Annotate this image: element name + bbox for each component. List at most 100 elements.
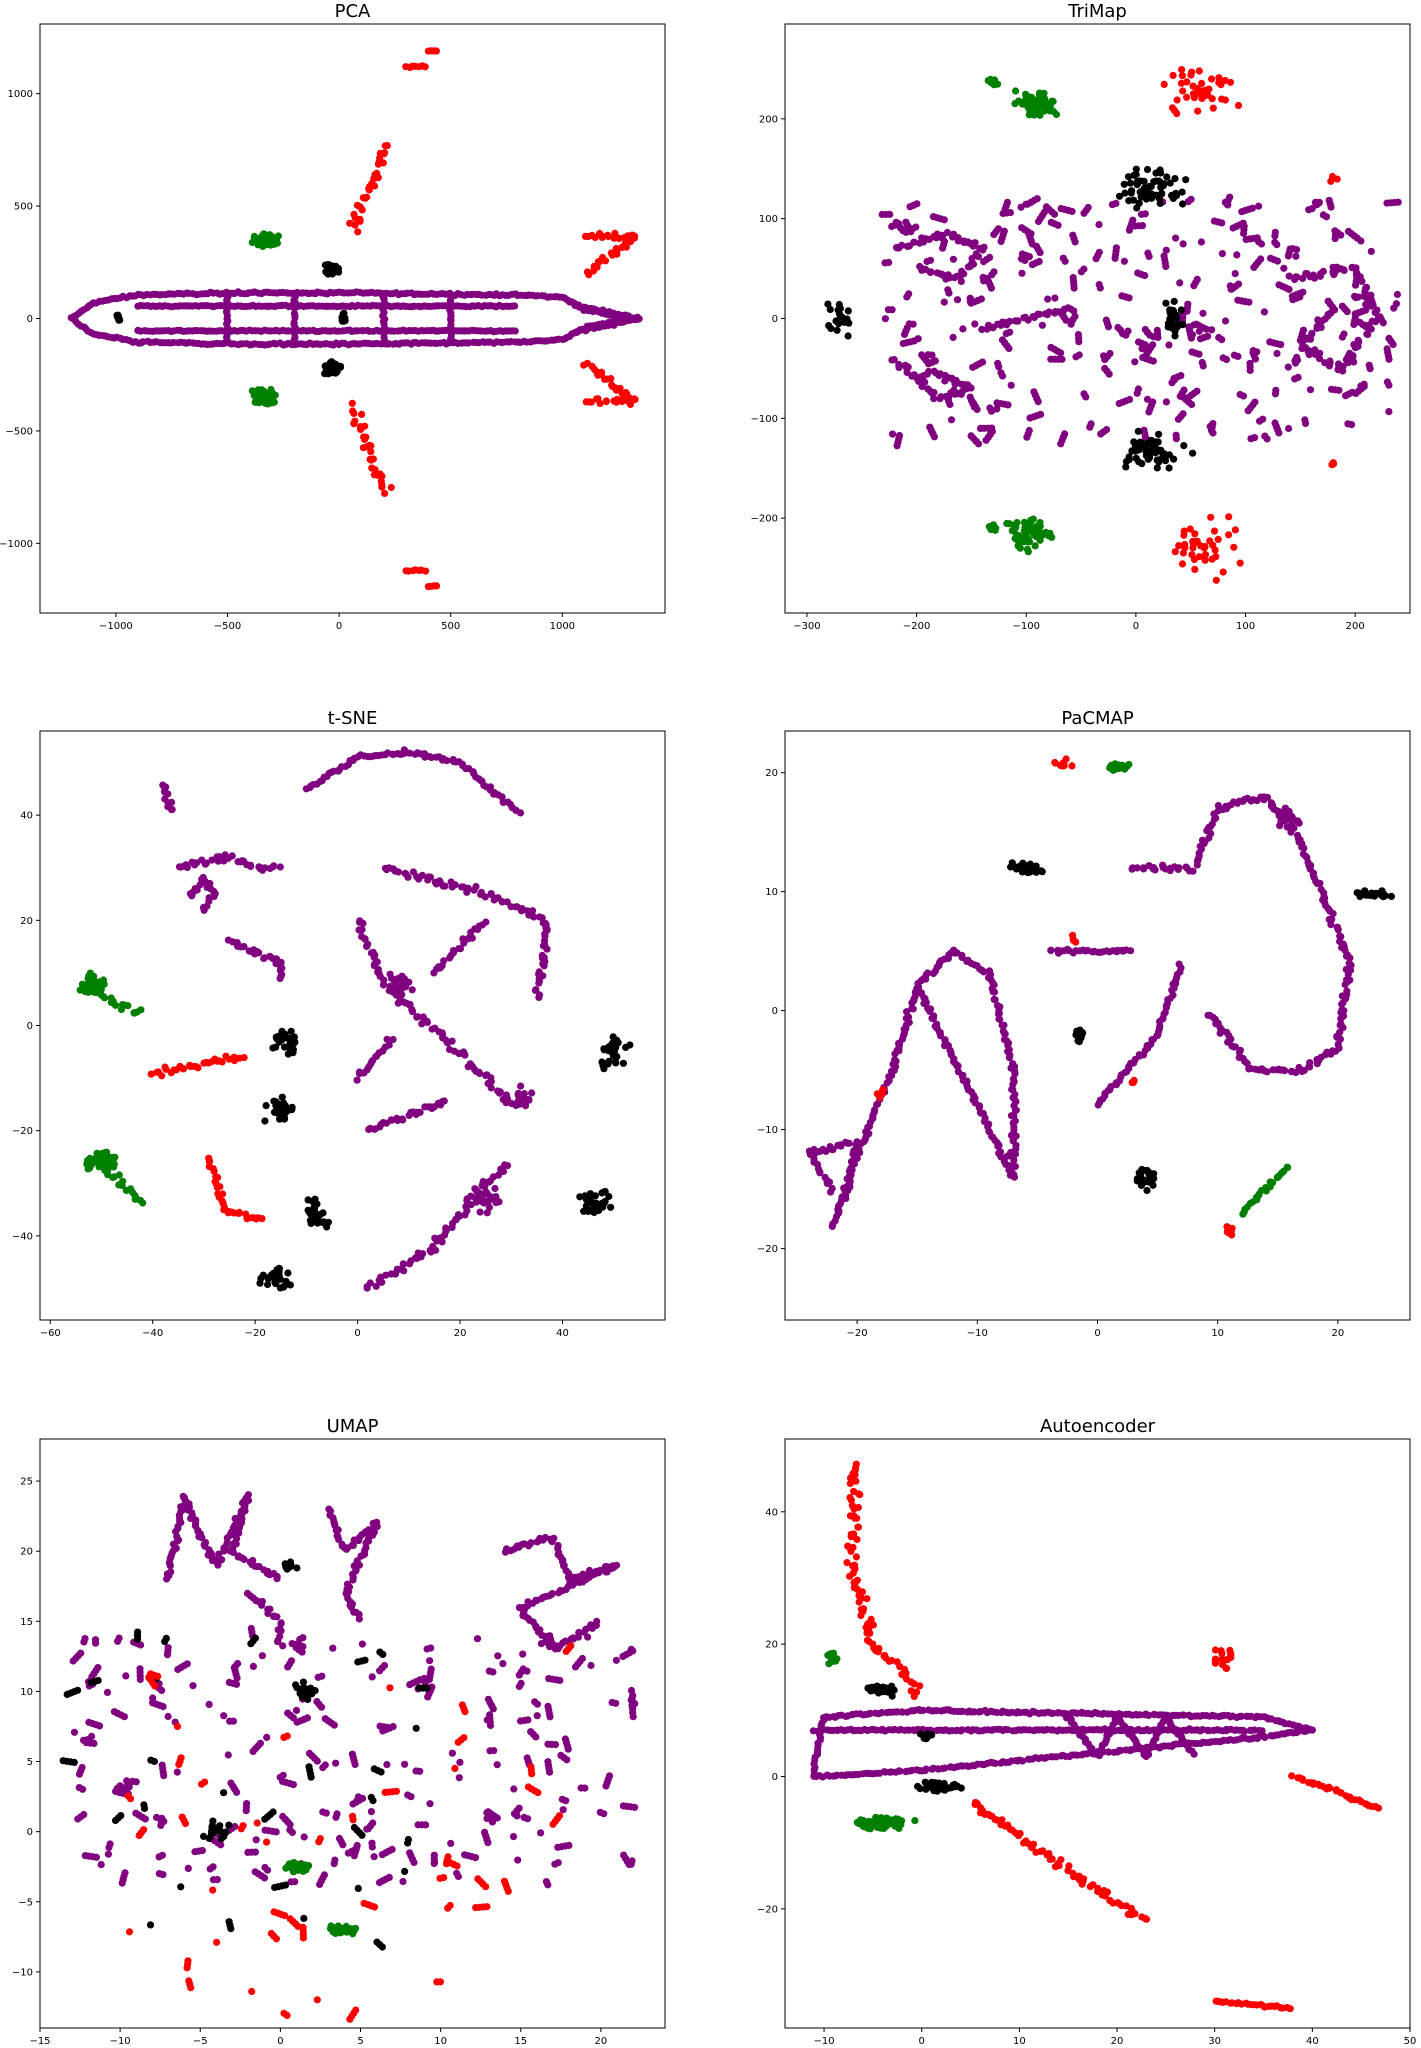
data-point bbox=[487, 1084, 495, 1092]
data-point bbox=[1178, 560, 1187, 568]
data-point bbox=[578, 1654, 587, 1663]
data-point bbox=[261, 864, 269, 872]
data-point bbox=[1108, 201, 1116, 209]
data-point bbox=[70, 315, 78, 324]
data-point bbox=[888, 222, 896, 231]
data-point bbox=[1234, 352, 1242, 360]
data-point bbox=[1034, 398, 1042, 406]
data-point bbox=[1166, 179, 1174, 187]
data-point bbox=[1198, 358, 1206, 367]
data-point bbox=[488, 1818, 497, 1826]
data-point bbox=[1008, 527, 1016, 535]
data-point bbox=[379, 1727, 387, 1735]
data-point bbox=[389, 1035, 397, 1044]
data-point bbox=[1334, 926, 1342, 934]
data-point bbox=[120, 1713, 128, 1721]
y-tick-label: 200 bbox=[759, 114, 778, 125]
data-point bbox=[1035, 528, 1044, 536]
data-point bbox=[1121, 189, 1129, 197]
data-point bbox=[557, 1751, 565, 1759]
data-point bbox=[1177, 306, 1185, 314]
data-point bbox=[1193, 275, 1201, 283]
data-point bbox=[484, 1695, 492, 1703]
data-point bbox=[1013, 519, 1021, 527]
data-point bbox=[378, 480, 386, 489]
data-point bbox=[264, 1609, 272, 1618]
data-point bbox=[1018, 868, 1026, 876]
data-point bbox=[1152, 191, 1160, 199]
data-point bbox=[619, 1059, 628, 1067]
data-point bbox=[1172, 435, 1180, 443]
data-point bbox=[1373, 306, 1381, 314]
data-point bbox=[448, 1037, 456, 1045]
data-point bbox=[1189, 867, 1197, 875]
data-point bbox=[587, 1621, 595, 1629]
data-point bbox=[1162, 246, 1170, 254]
data-point bbox=[827, 324, 835, 333]
data-point bbox=[1115, 192, 1124, 200]
data-point bbox=[381, 489, 389, 497]
data-point bbox=[333, 266, 341, 274]
data-point bbox=[510, 302, 519, 310]
data-point bbox=[1189, 82, 1197, 90]
data-point bbox=[1336, 932, 1344, 940]
data-point bbox=[545, 1675, 553, 1683]
data-point bbox=[453, 1869, 461, 1877]
data-point bbox=[235, 1209, 243, 1217]
data-point bbox=[331, 1856, 339, 1864]
data-point bbox=[1195, 350, 1203, 358]
data-point bbox=[155, 1853, 163, 1861]
data-point bbox=[914, 335, 922, 343]
data-point bbox=[1100, 352, 1108, 360]
data-point bbox=[1011, 1069, 1019, 1077]
data-point bbox=[353, 1796, 361, 1804]
data-point bbox=[1139, 353, 1147, 362]
data-point bbox=[487, 1078, 495, 1086]
data-point bbox=[485, 1203, 493, 1211]
data-point bbox=[1231, 526, 1239, 534]
data-point bbox=[1287, 1068, 1296, 1076]
data-point bbox=[850, 1160, 858, 1168]
data-point bbox=[1031, 542, 1039, 550]
data-point bbox=[922, 235, 930, 243]
data-point bbox=[441, 882, 449, 890]
data-point bbox=[991, 996, 999, 1004]
x-tick-label: 100 bbox=[1236, 621, 1255, 632]
data-point bbox=[903, 1008, 911, 1016]
data-point bbox=[1168, 314, 1176, 322]
data-point bbox=[1241, 1057, 1249, 1065]
data-point bbox=[367, 442, 375, 450]
data-point bbox=[596, 1808, 604, 1816]
data-point bbox=[1342, 392, 1350, 400]
x-tick-label: 1000 bbox=[550, 621, 575, 632]
data-point bbox=[380, 1661, 389, 1670]
data-point bbox=[399, 1877, 407, 1886]
data-point bbox=[188, 892, 196, 900]
data-point bbox=[451, 881, 459, 889]
data-point bbox=[890, 356, 898, 364]
data-point bbox=[881, 315, 890, 323]
data-point bbox=[499, 1660, 507, 1668]
data-point bbox=[1292, 273, 1300, 281]
data-point bbox=[532, 1733, 540, 1741]
data-point bbox=[383, 1761, 391, 1769]
data-point bbox=[980, 258, 988, 266]
data-point bbox=[949, 255, 958, 263]
data-point bbox=[1042, 203, 1050, 211]
data-point bbox=[310, 1203, 318, 1211]
data-point bbox=[381, 149, 389, 157]
data-point bbox=[535, 993, 543, 1002]
data-point bbox=[412, 1767, 420, 1775]
data-point bbox=[276, 974, 284, 983]
data-point bbox=[1012, 865, 1020, 873]
data-point bbox=[202, 859, 210, 867]
data-point bbox=[1179, 549, 1187, 557]
data-point bbox=[600, 1065, 608, 1073]
data-point bbox=[1115, 761, 1123, 769]
data-point bbox=[491, 1184, 499, 1193]
data-point bbox=[1025, 102, 1033, 110]
data-point bbox=[990, 230, 998, 238]
